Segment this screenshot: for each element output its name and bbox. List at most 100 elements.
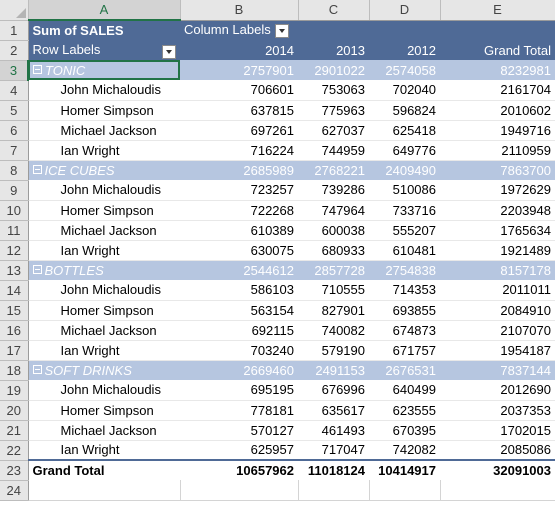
row-header[interactable]: 9 [0, 180, 29, 201]
category-value-2014[interactable]: 2669460 [180, 360, 298, 380]
item-total[interactable]: 2084910 [440, 300, 555, 321]
grand-total-all[interactable]: 32091003 [440, 459, 555, 480]
category-value-2012[interactable]: 2676531 [369, 360, 440, 380]
item-value-2014[interactable]: 703240 [180, 340, 298, 361]
year-header-2012[interactable]: 2012 [369, 40, 440, 60]
row-header[interactable]: 1 [0, 20, 29, 41]
item-value-2012[interactable]: 742082 [369, 440, 440, 461]
row-header[interactable]: 16 [0, 320, 29, 341]
row-header[interactable]: 12 [0, 240, 29, 261]
row-header[interactable]: 23 [0, 460, 29, 481]
item-value-2012[interactable]: 671757 [369, 340, 440, 361]
column-header-a[interactable]: A [28, 0, 181, 21]
salesperson-label[interactable]: Homer Simpson [28, 300, 180, 321]
item-total[interactable]: 1702015 [440, 420, 555, 441]
item-total[interactable]: 2010602 [440, 100, 555, 121]
grand-total-2012[interactable]: 10414917 [369, 459, 440, 480]
item-value-2012[interactable]: 640499 [369, 380, 440, 401]
item-value-2014[interactable]: 610389 [180, 220, 298, 241]
item-value-2012[interactable]: 555207 [369, 220, 440, 241]
item-value-2014[interactable]: 630075 [180, 240, 298, 261]
item-value-2013[interactable]: 627037 [298, 120, 369, 141]
row-header[interactable]: 3 [0, 60, 29, 81]
empty-cell[interactable] [369, 480, 441, 501]
item-value-2012[interactable]: 693855 [369, 300, 440, 321]
item-total[interactable]: 1765634 [440, 220, 555, 241]
row-header[interactable]: 10 [0, 200, 29, 221]
item-total[interactable]: 2037353 [440, 400, 555, 421]
category-label-cell[interactable]: SOFT DRINKS [28, 360, 180, 380]
salesperson-label[interactable]: Homer Simpson [28, 200, 180, 221]
row-labels-cell[interactable]: Row Labels [28, 40, 180, 60]
column-labels-filter-dropdown-icon[interactable] [274, 24, 289, 39]
salesperson-label[interactable]: Michael Jackson [28, 420, 180, 441]
salesperson-label[interactable]: Ian Wright [28, 340, 180, 361]
column-header-b[interactable]: B [180, 0, 299, 21]
category-value-2013[interactable]: 2491153 [298, 360, 369, 380]
column-header-e[interactable]: E [440, 0, 555, 21]
salesperson-label[interactable]: Michael Jackson [28, 320, 180, 341]
row-header[interactable]: 20 [0, 400, 29, 421]
grand-total-2014[interactable]: 10657962 [180, 459, 298, 480]
pivot-header-cell[interactable] [298, 20, 369, 40]
item-value-2014[interactable]: 692115 [180, 320, 298, 341]
category-label-cell[interactable]: ICE CUBES [28, 160, 180, 180]
collapse-minus-icon[interactable] [32, 164, 42, 174]
column-labels-cell[interactable]: Column Labels [180, 20, 298, 40]
item-value-2013[interactable]: 827901 [298, 300, 369, 321]
item-total[interactable]: 1972629 [440, 180, 555, 201]
item-value-2012[interactable]: 610481 [369, 240, 440, 261]
row-header[interactable]: 22 [0, 440, 29, 461]
year-header-2013[interactable]: 2013 [298, 40, 369, 60]
item-value-2014[interactable]: 716224 [180, 140, 298, 161]
item-value-2014[interactable]: 706601 [180, 80, 298, 101]
item-value-2012[interactable]: 670395 [369, 420, 440, 441]
row-header[interactable]: 11 [0, 220, 29, 241]
category-total[interactable]: 8232981 [440, 60, 555, 80]
pivot-header-cell[interactable] [369, 20, 440, 40]
item-value-2014[interactable]: 697261 [180, 120, 298, 141]
item-total[interactable]: 1954187 [440, 340, 555, 361]
item-value-2013[interactable]: 717047 [298, 440, 369, 461]
item-value-2014[interactable]: 570127 [180, 420, 298, 441]
row-header[interactable]: 24 [0, 480, 29, 501]
item-value-2014[interactable]: 778181 [180, 400, 298, 421]
item-value-2012[interactable]: 714353 [369, 280, 440, 301]
salesperson-label[interactable]: Ian Wright [28, 440, 180, 461]
item-value-2014[interactable]: 637815 [180, 100, 298, 121]
item-value-2012[interactable]: 674873 [369, 320, 440, 341]
item-value-2014[interactable]: 723257 [180, 180, 298, 201]
category-value-2014[interactable]: 2685989 [180, 160, 298, 180]
item-value-2014[interactable]: 625957 [180, 440, 298, 461]
item-value-2013[interactable]: 710555 [298, 280, 369, 301]
category-value-2013[interactable]: 2857728 [298, 260, 369, 280]
row-header[interactable]: 5 [0, 100, 29, 121]
item-value-2012[interactable]: 733716 [369, 200, 440, 221]
item-value-2013[interactable]: 775963 [298, 100, 369, 121]
row-header[interactable]: 7 [0, 140, 29, 161]
empty-cell[interactable] [298, 480, 370, 501]
select-all-corner[interactable] [0, 0, 29, 21]
row-labels-filter-dropdown-icon[interactable] [162, 44, 176, 59]
collapse-minus-icon[interactable] [33, 64, 42, 74]
category-value-2012[interactable]: 2754838 [369, 260, 440, 280]
row-header[interactable]: 19 [0, 380, 29, 401]
pivot-value-field-cell[interactable]: Sum of SALES [28, 20, 180, 40]
empty-cell[interactable] [180, 480, 299, 501]
column-header-c[interactable]: C [298, 0, 370, 21]
category-total[interactable]: 8157178 [440, 260, 555, 280]
item-total[interactable]: 2107070 [440, 320, 555, 341]
salesperson-label[interactable]: John Michaloudis [28, 80, 180, 101]
item-value-2012[interactable]: 649776 [369, 140, 440, 161]
column-header-d[interactable]: D [369, 0, 441, 21]
category-label-cell[interactable]: TONIC [28, 60, 180, 80]
row-header[interactable]: 4 [0, 80, 29, 101]
row-header[interactable]: 15 [0, 300, 29, 321]
row-header[interactable]: 8 [0, 160, 29, 181]
grand-total-header[interactable]: Grand Total [440, 40, 555, 60]
salesperson-label[interactable]: Ian Wright [28, 140, 180, 161]
category-label-cell[interactable]: BOTTLES [28, 260, 180, 280]
item-value-2012[interactable]: 623555 [369, 400, 440, 421]
item-value-2014[interactable]: 586103 [180, 280, 298, 301]
empty-cell[interactable] [28, 480, 181, 501]
